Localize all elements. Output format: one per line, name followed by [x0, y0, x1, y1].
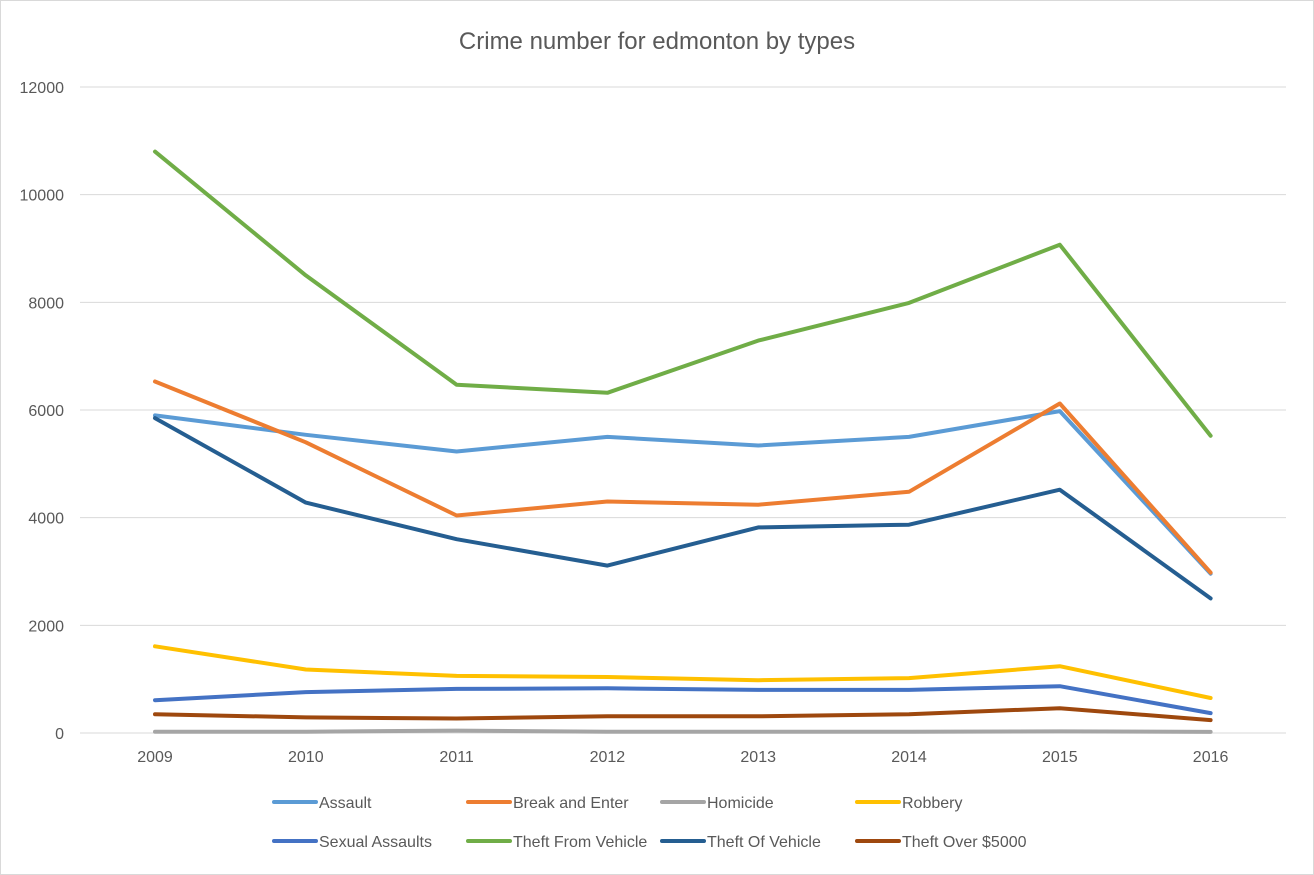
legend-label-break-and-enter: Break and Enter: [513, 795, 629, 812]
series-line-assault: [153, 409, 1213, 576]
legend-label-robbery: Robbery: [902, 795, 962, 812]
legend-label-sexual-assaults: Sexual Assaults: [319, 834, 432, 851]
legend-label-homicide: Homicide: [707, 795, 774, 812]
series-line-theft-over-5000: [153, 706, 1213, 723]
y-tick-label: 0: [55, 726, 64, 743]
gridlines: [80, 86, 1286, 734]
x-tick-label: 2009: [137, 749, 173, 766]
y-tick-label: 10000: [20, 188, 65, 205]
series-lines: [153, 149, 1213, 734]
legend: Assault Break and Enter Homicide Robbery Sex…: [272, 795, 1027, 851]
legend-label-theft-over-5000: Theft Over $5000: [902, 834, 1027, 851]
y-tick-label: 8000: [28, 295, 64, 312]
x-tick-label: 2010: [288, 749, 324, 766]
series-line-sexual-assaults: [153, 684, 1213, 716]
x-tick-label: 2015: [1042, 749, 1078, 766]
y-tick-label: 12000: [20, 80, 65, 97]
legend-label-assault: Assault: [319, 795, 372, 812]
x-tick-label: 2016: [1193, 749, 1229, 766]
legend-label-theft-of-vehicle: Theft Of Vehicle: [707, 834, 821, 851]
y-axis: 0 2000 4000 6000 8000 10000 12000: [20, 80, 65, 743]
series-line-theft-from-vehicle: [153, 149, 1213, 438]
series-line-theft-of-vehicle: [153, 416, 1213, 601]
x-tick-label: 2014: [891, 749, 927, 766]
x-tick-label: 2012: [590, 749, 626, 766]
y-tick-label: 2000: [28, 618, 64, 635]
series-line-homicide: [153, 728, 1213, 734]
y-tick-label: 6000: [28, 403, 64, 420]
chart-title: Crime number for edmonton by types: [459, 28, 855, 55]
legend-label-theft-from-vehicle: Theft From Vehicle: [513, 834, 647, 851]
series-line-robbery: [153, 644, 1213, 700]
y-tick-label: 4000: [28, 511, 64, 528]
x-axis: 2009 2010 2011 2012 2013 2014 2015 2016: [137, 749, 1228, 766]
series-line-break-and-enter: [153, 379, 1213, 575]
x-tick-label: 2011: [439, 749, 474, 766]
x-tick-label: 2013: [740, 749, 776, 766]
